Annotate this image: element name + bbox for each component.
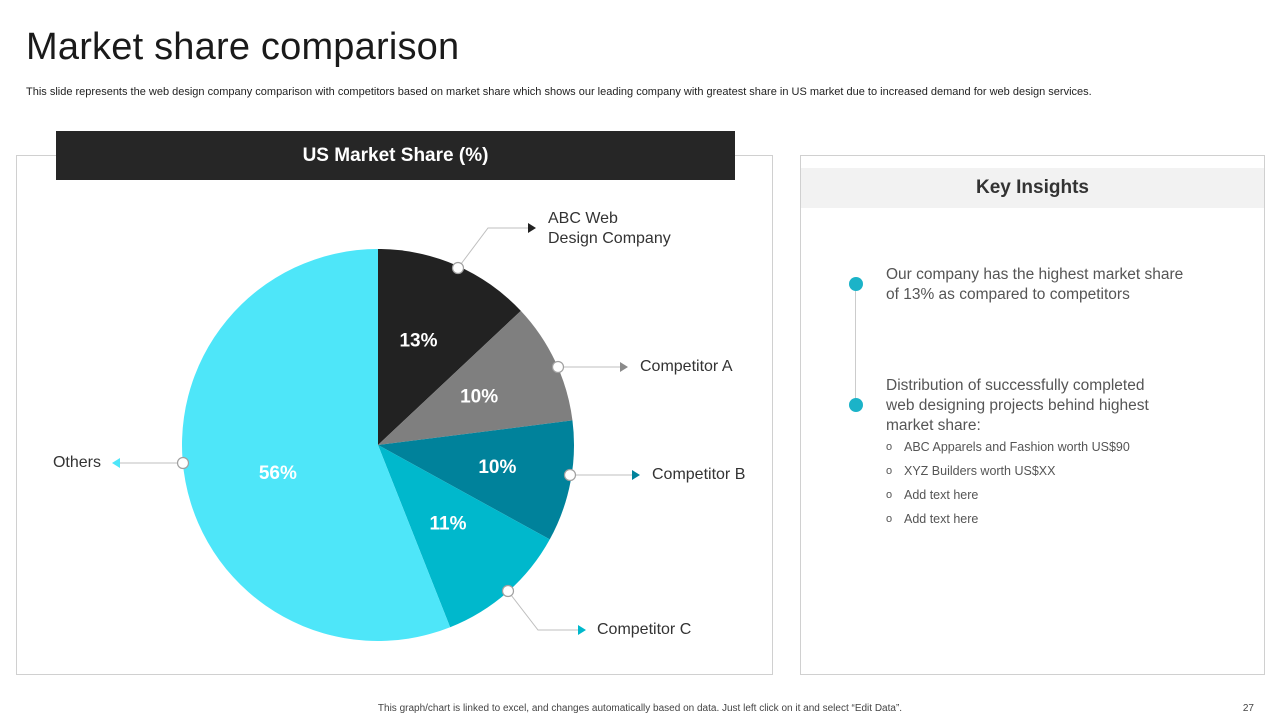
- pie-slice[interactable]: [378, 249, 521, 445]
- pie-value-label: 13%: [399, 330, 437, 351]
- insight-point-2-line: web designing projects behind highest: [886, 397, 1149, 414]
- pie-value-label: 11%: [430, 513, 467, 534]
- timeline-dot-1: [849, 277, 863, 291]
- callout-dot: [501, 584, 515, 598]
- chart-title: US Market Share (%): [56, 131, 735, 180]
- bullet-marker: o: [886, 465, 893, 477]
- insight-point-2-line: Distribution of successfully completed: [886, 377, 1145, 394]
- pie-value-label: 10%: [460, 386, 498, 407]
- list-item-text: Add text here: [904, 512, 979, 526]
- callout-dot: [551, 360, 565, 374]
- callout-label: Others: [53, 454, 101, 471]
- insight-point-2: Distribution of successfully completed w…: [886, 376, 1149, 436]
- list-item: o Add text here: [886, 510, 1130, 534]
- callout-label: Competitor A: [640, 358, 733, 375]
- list-item-text: XYZ Builders worth US$XX: [904, 464, 1056, 478]
- callout-dot: [451, 261, 465, 275]
- list-item-text: Add text here: [904, 488, 979, 502]
- insight-point-1-line: of 13% as compared to competitors: [886, 286, 1130, 303]
- insights-panel: [800, 155, 1265, 675]
- pie-slice[interactable]: [182, 249, 451, 641]
- timeline-line: [855, 284, 856, 406]
- list-item: o XYZ Builders worth US$XX: [886, 462, 1130, 486]
- callout-line: [507, 590, 578, 631]
- insights-heading: Key Insights: [801, 168, 1264, 208]
- insight-point-1-line: Our company has the highest market share: [886, 266, 1184, 283]
- callout-label: Competitor B: [652, 466, 745, 483]
- page-subtitle: This slide represents the web design com…: [26, 86, 1092, 98]
- bullet-marker: o: [886, 513, 893, 525]
- pie-value-label: 56%: [259, 463, 297, 484]
- callout-label: Design Company: [548, 230, 671, 247]
- page-title: Market share comparison: [26, 26, 460, 68]
- callout-label: ABC Web: [548, 210, 618, 227]
- callout-arrow-icon: [112, 458, 120, 468]
- page-number: 27: [1242, 703, 1254, 714]
- pie-slice[interactable]: [378, 310, 573, 445]
- list-item: o ABC Apparels and Fashion worth US$90: [886, 438, 1130, 462]
- list-item-text: ABC Apparels and Fashion worth US$90: [904, 440, 1130, 454]
- pie-value-label: 10%: [478, 457, 516, 478]
- callout-dot: [563, 468, 577, 482]
- pie-slice[interactable]: [378, 420, 574, 540]
- callout-arrow-icon: [528, 223, 536, 233]
- bullet-marker: o: [886, 489, 893, 501]
- callout-line: [457, 227, 528, 269]
- callout-arrow-icon: [578, 625, 586, 635]
- bullet-marker: o: [886, 441, 893, 453]
- footer-note: This graph/chart is linked to excel, and…: [377, 703, 903, 714]
- insight-point-1: Our company has the highest market share…: [886, 265, 1183, 305]
- timeline-dot-2: [849, 398, 863, 412]
- pie-slice[interactable]: [378, 445, 550, 628]
- callout-arrow-icon: [620, 362, 628, 372]
- callout-label: Competitor C: [597, 621, 691, 638]
- insight-point-2-line: market share:: [886, 417, 981, 434]
- callout-dot: [176, 456, 190, 470]
- callout-arrow-icon: [632, 470, 640, 480]
- list-item: o Add text here: [886, 486, 1130, 510]
